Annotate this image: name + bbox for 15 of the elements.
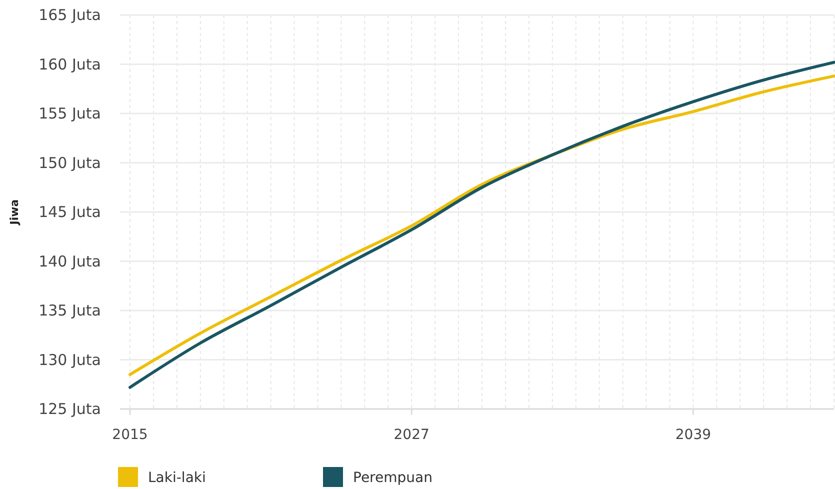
y-tick-label: 135 Juta <box>38 302 101 320</box>
y-tick-label: 130 Juta <box>38 350 101 369</box>
y-tick-label: 150 Juta <box>38 154 101 172</box>
x-tick-label: 2015 <box>112 427 148 443</box>
y-tick-label: 125 Juta <box>38 400 101 418</box>
x-tick-label: 2027 <box>394 427 430 443</box>
y-tick-label: 155 Juta <box>38 104 101 122</box>
y-tick-label: 165 Juta <box>38 6 101 24</box>
y-axis-title: Jiwa <box>8 199 21 226</box>
legend-label: Perempuan <box>353 470 432 486</box>
x-tick-label: 2039 <box>675 427 712 443</box>
y-tick-label: 145 Juta <box>38 203 101 221</box>
legend-label: Laki-laki <box>148 470 206 486</box>
y-tick-label: 140 Juta <box>38 252 101 270</box>
y-tick-label: 160 Juta <box>38 55 101 74</box>
